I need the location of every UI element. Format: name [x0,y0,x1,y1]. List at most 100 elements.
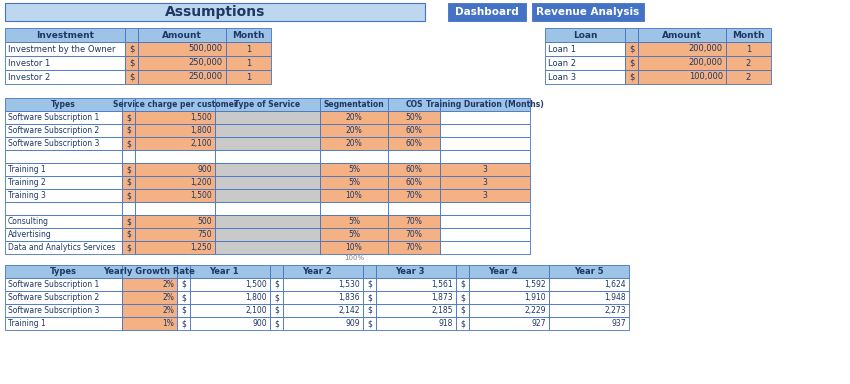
Bar [440,163,530,176]
Bar [138,42,226,56]
Bar [440,176,530,189]
Text: 250,000: 250,000 [189,73,223,81]
Bar [125,56,138,70]
Bar [5,215,122,228]
Text: 5%: 5% [348,165,360,174]
Bar [125,70,138,84]
Bar [388,189,440,202]
Bar [122,202,135,215]
Bar [5,124,122,137]
Text: $: $ [129,45,134,53]
Bar [320,189,388,202]
Bar [726,28,771,42]
Bar [135,176,215,189]
Bar [363,317,376,330]
Text: Type of Service: Type of Service [235,100,301,109]
Bar [549,291,629,304]
Text: 937: 937 [611,319,626,328]
Text: 1,500: 1,500 [190,191,212,200]
Bar [363,265,376,278]
Bar [320,215,388,228]
Bar [190,317,270,330]
Bar [125,28,138,42]
Bar [138,56,226,70]
Text: 2: 2 [745,73,751,81]
Bar [320,98,388,111]
Text: 3: 3 [483,165,487,174]
Text: Training 3: Training 3 [8,191,46,200]
Bar [549,265,629,278]
Bar [5,228,122,241]
Text: 10%: 10% [346,243,362,252]
Bar [320,202,388,215]
Text: Loan 1: Loan 1 [548,45,576,53]
Bar [135,189,215,202]
Text: 1,561: 1,561 [431,280,453,289]
Bar [122,98,135,111]
Text: Software Subscription 3: Software Subscription 3 [8,139,99,148]
Text: 1: 1 [745,45,751,53]
Text: $: $ [126,217,131,226]
Bar [5,28,125,42]
Bar [135,98,215,111]
Text: Loan 2: Loan 2 [548,58,576,68]
Bar [320,111,388,124]
Text: Types: Types [51,100,76,109]
Bar [545,42,625,56]
Text: $: $ [629,58,634,68]
Bar [283,265,363,278]
Text: $: $ [126,126,131,135]
Text: $: $ [181,293,186,302]
Bar [190,265,270,278]
Bar [440,202,530,215]
Bar [5,150,122,163]
Text: $: $ [126,191,131,200]
Text: Service charge per customer: Service charge per customer [113,100,237,109]
Bar [388,111,440,124]
Bar [320,137,388,150]
Bar [388,98,440,111]
Bar [122,291,177,304]
Text: 100,000: 100,000 [688,73,723,81]
Text: 3: 3 [483,191,487,200]
Bar [638,70,726,84]
Text: 200,000: 200,000 [688,45,723,53]
Bar [638,28,726,42]
Bar [283,304,363,317]
Bar [532,3,644,21]
Text: 20%: 20% [346,113,362,122]
Text: 5%: 5% [348,217,360,226]
Bar [638,42,726,56]
Text: 70%: 70% [405,191,422,200]
Text: $: $ [460,306,465,315]
Text: 5%: 5% [348,178,360,187]
Bar [5,189,122,202]
Text: $: $ [126,165,131,174]
Text: 750: 750 [197,230,212,239]
Bar [5,137,122,150]
Text: Segmentation: Segmentation [324,100,384,109]
Text: $: $ [367,293,372,302]
Text: 2,100: 2,100 [246,306,267,315]
Text: 70%: 70% [405,217,422,226]
Bar [388,124,440,137]
Text: 1: 1 [246,73,251,81]
Text: $: $ [274,319,279,328]
Bar [135,137,215,150]
Text: Training 1: Training 1 [8,319,46,328]
Bar [135,124,215,137]
Text: Dashboard: Dashboard [455,7,518,17]
Bar [135,215,215,228]
Bar [469,278,549,291]
Bar [215,202,320,215]
Text: 1,500: 1,500 [246,280,267,289]
Text: 500,000: 500,000 [189,45,223,53]
Bar [440,150,530,163]
Bar [440,124,530,137]
Text: Data and Analytics Services: Data and Analytics Services [8,243,116,252]
Bar [545,56,625,70]
Bar [5,176,122,189]
Text: 900: 900 [252,319,267,328]
Bar [456,265,469,278]
Text: Amount: Amount [662,30,702,40]
